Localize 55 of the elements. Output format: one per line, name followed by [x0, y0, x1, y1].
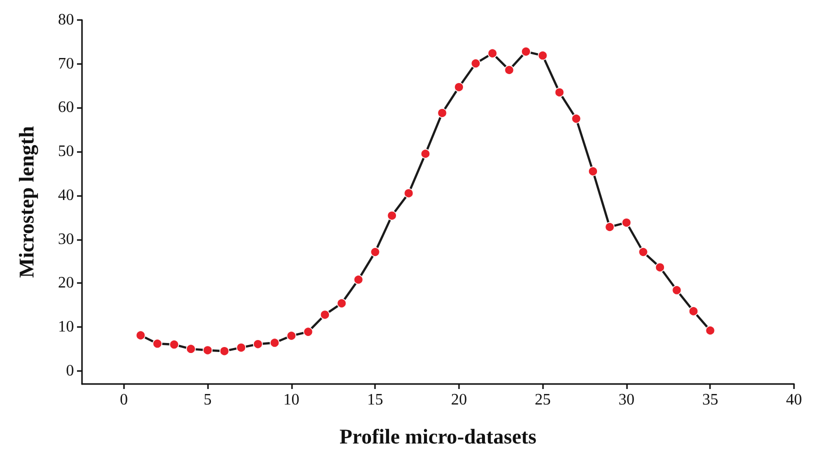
x-tick-label: 25 [534, 392, 551, 408]
point [588, 166, 598, 176]
point [571, 114, 582, 124]
point [538, 50, 548, 60]
x-tick-label: 5 [204, 392, 212, 408]
point [437, 108, 448, 118]
y-tick-label: 80 [58, 12, 74, 28]
x-axis-title: Profile micro-datasets [340, 424, 536, 448]
y-tick-label: 40 [58, 186, 74, 204]
y-axis-title: Microstep length [14, 126, 38, 278]
point [169, 340, 180, 350]
point [303, 326, 314, 337]
x-tick-label: 10 [283, 392, 300, 408]
point [336, 298, 347, 308]
point [705, 326, 716, 336]
point [454, 82, 464, 92]
x-tick-label: 30 [618, 392, 634, 408]
point [354, 274, 364, 285]
y-tick-label: 70 [58, 55, 74, 72]
point [220, 346, 230, 356]
point [152, 338, 162, 349]
point [470, 58, 481, 68]
point [370, 247, 380, 257]
point [387, 210, 397, 220]
point [236, 342, 246, 352]
point [270, 338, 280, 348]
y-tick-label: 0 [66, 362, 74, 380]
y-tick-label: 30 [58, 230, 74, 248]
x-tick-label: 15 [367, 392, 384, 408]
point [320, 310, 330, 320]
point [622, 218, 632, 228]
point [521, 46, 531, 56]
y-tick-label: 60 [58, 99, 74, 116]
point [655, 262, 665, 272]
point [488, 48, 498, 58]
point [404, 188, 414, 198]
y-tick-label: 10 [58, 318, 74, 336]
x-tick-label: 20 [450, 392, 467, 408]
point [286, 330, 296, 341]
point [504, 65, 514, 75]
point [186, 344, 196, 354]
x-tick-label: 40 [786, 392, 802, 408]
point [604, 222, 615, 232]
point [202, 345, 213, 356]
x-tick-label: 35 [702, 392, 718, 408]
point [420, 148, 430, 159]
point [136, 330, 146, 340]
y-tick-label: 50 [58, 143, 74, 160]
point [688, 306, 698, 316]
point [554, 87, 564, 98]
point [253, 339, 263, 349]
point [638, 247, 648, 257]
x-tick-label: 0 [120, 392, 128, 408]
point [672, 285, 682, 296]
y-tick-label: 20 [58, 274, 74, 292]
